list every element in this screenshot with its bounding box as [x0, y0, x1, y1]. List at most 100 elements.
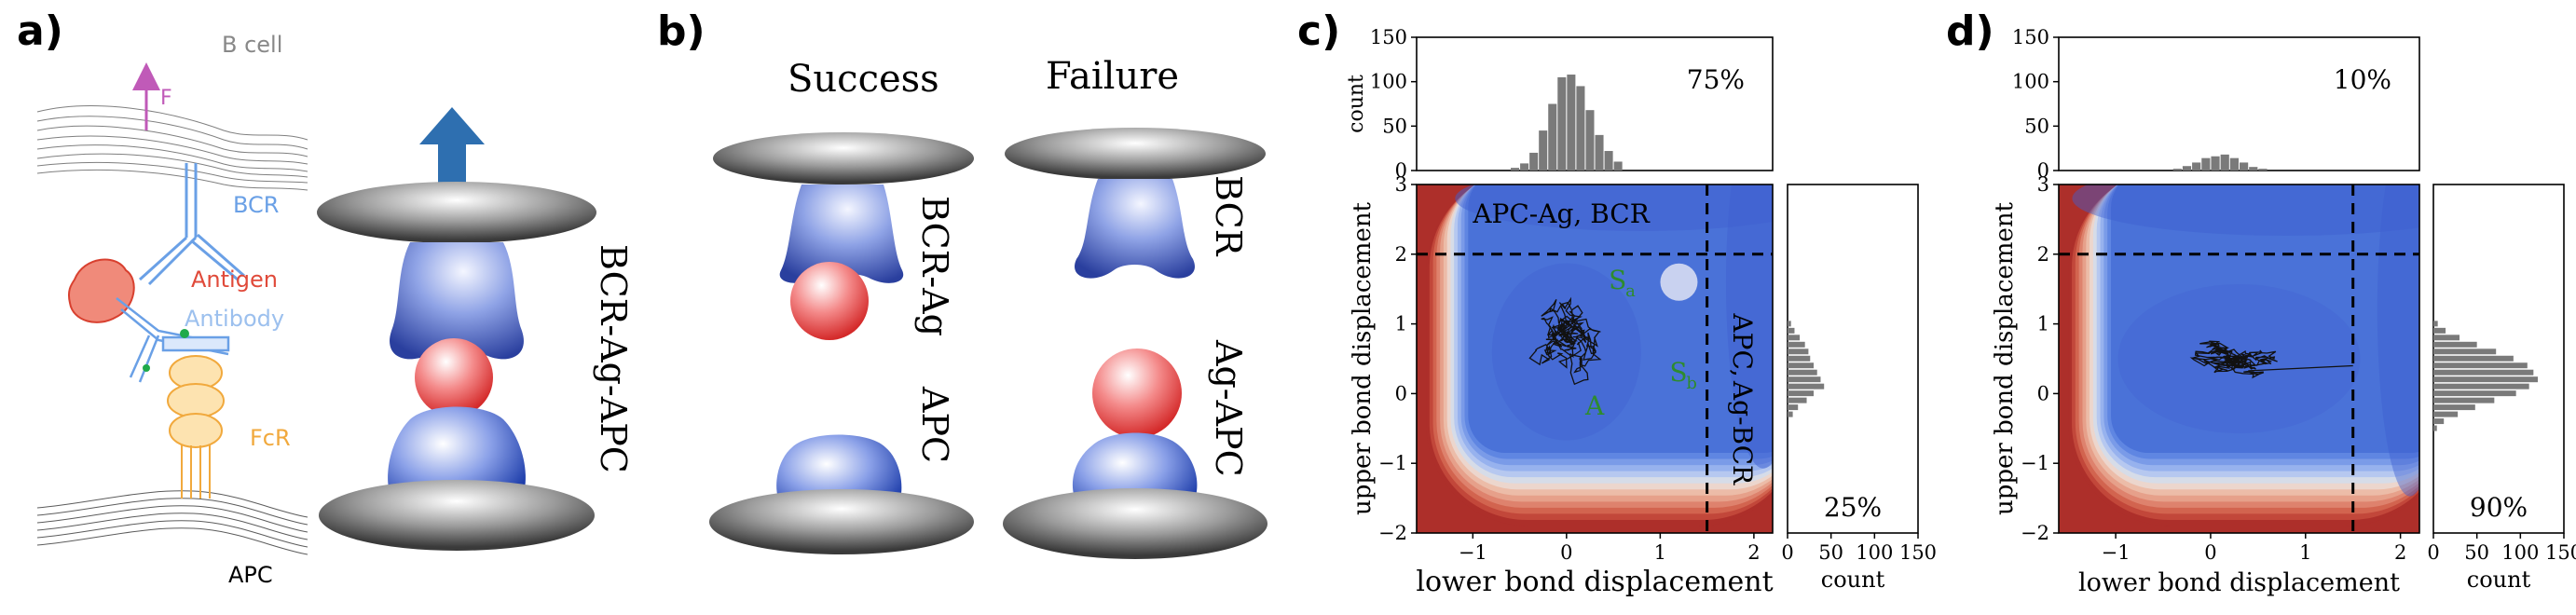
- panel_d-top-ytick-label: 150: [2012, 26, 2049, 48]
- label-failure-bcr: BCR: [1208, 175, 1249, 257]
- success-upper-disk: [713, 132, 974, 184]
- panel_d-right-hist-bar: [2433, 383, 2529, 390]
- upper-disk: [317, 182, 596, 243]
- panel_c-ytick-label: 1: [1395, 313, 1407, 335]
- panel_d-right-hist-bar: [2433, 404, 2475, 411]
- panel_c-top-hist-bar: [1539, 130, 1548, 171]
- success-lower-disk: [709, 489, 974, 554]
- panel_d-xtick-label: 1: [2299, 541, 2311, 564]
- label-antigen: Antigen: [191, 266, 278, 293]
- panel_c-saddle-spot: [1660, 263, 1698, 301]
- panel_c-ytick-label: 0: [1395, 382, 1407, 404]
- panel_c-top-hist-bar: [1520, 163, 1529, 171]
- panel_c-right-hist-bar: [1788, 355, 1811, 362]
- panel_c-right-hist-bar: [1788, 383, 1825, 390]
- panel_c-right-hist-bar: [1788, 376, 1821, 383]
- failure-bcr-shape: [1075, 179, 1195, 279]
- panel_c-right-percent: 25%: [1824, 492, 1882, 523]
- panel_c-top-hist-bar: [1511, 168, 1520, 171]
- panel_d-xtick-label: −1: [2102, 541, 2131, 564]
- panel_d-right-hist-bar: [2433, 355, 2514, 362]
- panel_c-right-hist-bar: [1788, 335, 1801, 341]
- panel-label-a: a): [17, 7, 63, 55]
- panel_d-top-ytick-label: 100: [2012, 71, 2049, 93]
- label-success-apc: APC: [914, 386, 955, 463]
- antibody-marker-2: [143, 364, 150, 372]
- panel_c-label-Sb: S: [1669, 357, 1687, 388]
- panel_c-right-hist-bar: [1788, 411, 1793, 417]
- panel_d-main-frame: [2058, 184, 2420, 534]
- panel_d-top-hist-bar: [2182, 166, 2192, 171]
- panel_c-trajectory: [1528, 296, 1602, 386]
- panel_d-ytick-label: −1: [2021, 452, 2049, 474]
- panel_d-ytick-label: −2: [2021, 522, 2049, 544]
- panel_c-top-hist-frame: [1416, 36, 1774, 171]
- panel_c-ylabel: upper bond displacement: [1349, 201, 1377, 515]
- panel_c-top-ytick-label: 50: [1382, 115, 1407, 137]
- bcr-icon: [138, 163, 245, 286]
- panel_c-top-hist-bar: [1557, 76, 1567, 171]
- label-b-cell: B cell: [222, 32, 282, 58]
- panel_c-top-hist-bar: [1613, 161, 1623, 171]
- panel_d-ytick-label: 1: [2037, 313, 2049, 335]
- panel_d-xtick-label: 2: [2394, 541, 2406, 564]
- panel_c-xtick-label: 1: [1654, 541, 1666, 564]
- label-antibody: Antibody: [185, 306, 284, 332]
- panel_d-top-hist-bar: [2201, 157, 2211, 171]
- panel_c-right-xtick-label: 100: [1856, 541, 1893, 564]
- panel-label-b: b): [657, 7, 706, 55]
- panel_c-ytick-label: −2: [1378, 522, 1407, 544]
- panel_c-right-xtick-label: 50: [1818, 541, 1843, 564]
- panel_c-right-hist-bar: [1788, 348, 1809, 355]
- panel_d-top-hist-bar: [2258, 169, 2268, 171]
- label-fcr: FcR: [250, 425, 291, 451]
- antibody-marker: [180, 329, 189, 338]
- panel_d-ylabel: upper bond displacement: [1991, 201, 2019, 515]
- panel_d-top-hist-bar: [2211, 156, 2220, 171]
- panel_c-right-hist-xlabel: count: [1821, 567, 1885, 593]
- panel_c-region-right-label-2: Ag-BCR: [1727, 380, 1758, 485]
- panel_d-right-hist-bar: [2433, 390, 2516, 397]
- panel_c-region-right-label-1: APC,: [1727, 312, 1758, 376]
- panel_d-right-hist-bar: [2433, 397, 2495, 403]
- panel_c-xtick-label: 0: [1560, 541, 1572, 564]
- panel_c-top-hist-bar: [1585, 110, 1595, 171]
- pull-arrow-icon: [419, 107, 485, 200]
- panel_c-right-xtick-label: 150: [1899, 541, 1937, 564]
- panel_c-label-A: A: [1584, 390, 1605, 421]
- panel_c-xlabel: lower bond displacement: [1416, 566, 1773, 598]
- panel_d-right-hist-bar: [2433, 418, 2445, 425]
- panel-a: a) F B cell: [17, 7, 634, 588]
- lower-disk: [319, 480, 595, 551]
- antibody-icon: [116, 297, 230, 383]
- panel_c-region-top-label: APC-Ag, BCR: [1472, 198, 1650, 229]
- panel_c-ytick-label: 2: [1395, 243, 1407, 266]
- panel_d-top-ytick-label: 0: [2037, 159, 2049, 182]
- panel_c-right-hist-bar: [1788, 390, 1814, 397]
- label-F: F: [160, 87, 172, 110]
- panel_c-top-hist-bar: [1595, 134, 1604, 171]
- label-ag-apc: Ag-APC: [1208, 339, 1249, 477]
- panel_c-right-hist-bar: [1788, 404, 1799, 411]
- panel_d-right-hist-bar: [2433, 362, 2528, 369]
- panel_d-right-xtick-label: 50: [2464, 541, 2489, 564]
- panel_c-energy-landscape: [1417, 184, 1773, 533]
- panel_c-top-hist-bar: [1576, 86, 1585, 171]
- panel_c-label-Sa-sub: a: [1625, 281, 1636, 301]
- label-success: Success: [788, 58, 939, 101]
- panel_c-top-hist-ylabel: count: [1345, 75, 1368, 133]
- panel_c-right-xtick-label: 0: [1781, 541, 1793, 564]
- panel_d-top-hist-bar: [2220, 154, 2229, 171]
- failure-diagram: [1003, 128, 1267, 559]
- panel_c-right-hist-bar: [1788, 362, 1814, 369]
- panel_d-top-hist-bar: [2240, 162, 2249, 171]
- panel_c-main-frame: [1416, 184, 1774, 534]
- bcr-shape: [390, 242, 524, 360]
- panel_d-right-hist-bar: [2433, 341, 2477, 348]
- panel_d-top-ytick-label: 50: [2024, 115, 2049, 137]
- success-diagram: [709, 132, 974, 554]
- panel_d-ytick-label: 3: [2037, 173, 2049, 196]
- panel_c-top-ytick-label: 0: [1395, 159, 1407, 182]
- panel_d-xtick-label: 0: [2204, 541, 2216, 564]
- panel_d-right-hist-bar: [2433, 411, 2459, 417]
